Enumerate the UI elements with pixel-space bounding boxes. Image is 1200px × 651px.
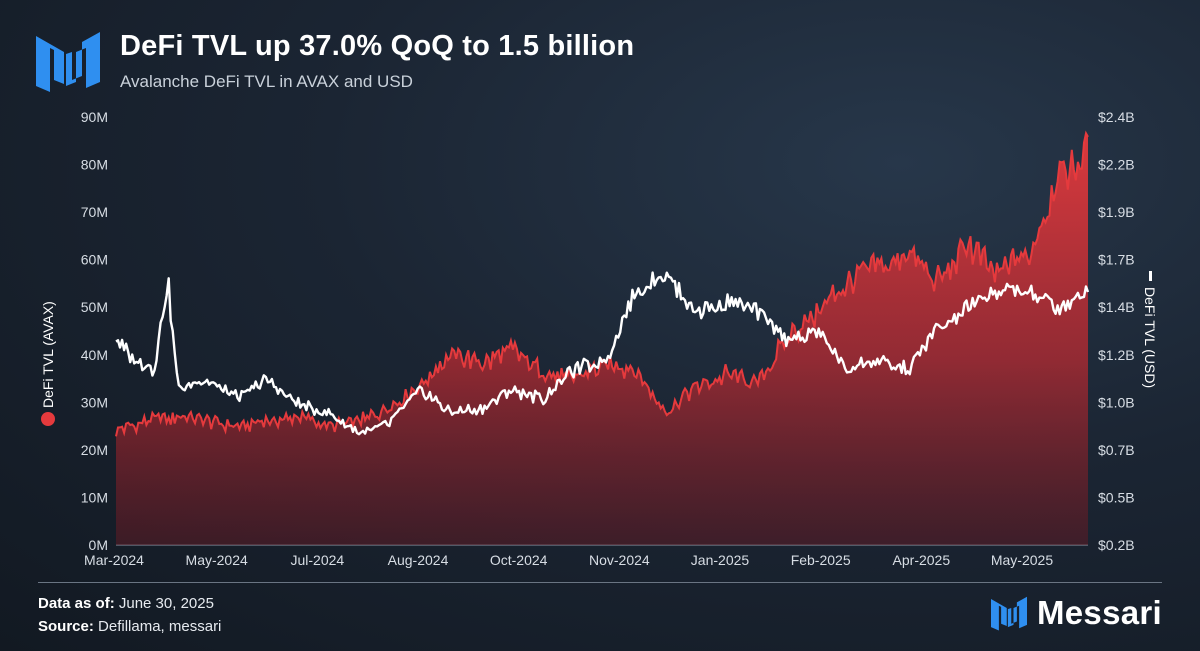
brand-name: Messari — [1036, 594, 1162, 631]
y-left-tick-label: 20M — [81, 442, 108, 458]
y-right-tick-label: $1.4B — [1098, 299, 1135, 315]
y-left-tick-label: 0M — [89, 537, 108, 553]
y-right-axis-label: DeFi TVL (USD) — [1142, 287, 1158, 388]
usd-tvl-line — [115, 271, 1090, 436]
y-right-tick-label: $0.5B — [1098, 489, 1135, 505]
y-left-tick-label: 90M — [81, 109, 108, 125]
x-tick-label: Nov-2024 — [589, 552, 650, 568]
source-line: Source: Defillama, messari — [38, 618, 221, 635]
usd-legend-swatch — [1149, 271, 1152, 281]
chart-subtitle: Avalanche DeFi TVL in AVAX and USD — [120, 72, 413, 91]
y-left-tick-label: 70M — [81, 204, 108, 220]
x-tick-label: Mar-2024 — [84, 552, 144, 568]
x-tick-label: May-2024 — [186, 552, 248, 568]
footer-divider — [38, 582, 1162, 583]
y-right-tick-label: $0.7B — [1098, 442, 1135, 458]
data-as-of-value: June 30, 2025 — [118, 595, 214, 612]
x-tick-label: Jan-2025 — [691, 552, 750, 568]
y-right-tick-label: $1.2B — [1098, 347, 1135, 363]
data-as-of-label: Data as of: — [38, 595, 115, 612]
avax-legend-swatch — [41, 412, 55, 426]
brand: Messari — [990, 594, 1162, 632]
y-right-tick-label: $1.9B — [1098, 204, 1135, 220]
messari-brand-icon — [990, 596, 1027, 631]
y-left-tick-label: 80M — [81, 157, 108, 173]
y-left-axis-title: DeFi TVL (AVAX) — [40, 301, 56, 426]
y-left-tick-label: 40M — [81, 347, 108, 363]
y-left-tick-label: 10M — [81, 489, 108, 505]
y-left-tick-label: 60M — [81, 252, 108, 268]
x-tick-label: Oct-2024 — [490, 552, 548, 568]
y-left-tick-label: 50M — [81, 299, 108, 315]
y-left-axis-label: DeFi TVL (AVAX) — [40, 301, 56, 408]
x-tick-label: Feb-2025 — [791, 552, 851, 568]
chart-title: DeFi TVL up 37.0% QoQ to 1.5 billion — [120, 30, 635, 62]
y-left-tick-label: 30M — [81, 394, 108, 410]
y-right-tick-label: $2.2B — [1098, 157, 1135, 173]
y-right-tick-label: $2.4B — [1098, 109, 1135, 125]
y-right-tick-label: $0.2B — [1098, 537, 1135, 553]
source-label: Source: — [38, 618, 94, 635]
x-tick-label: Jul-2024 — [290, 552, 344, 568]
messari-logo-icon — [36, 32, 100, 92]
x-tick-label: Aug-2024 — [388, 552, 449, 568]
data-as-of: Data as of: June 30, 2025 — [38, 595, 214, 612]
y-right-tick-label: $1.0B — [1098, 394, 1135, 410]
y-right-tick-label: $1.7B — [1098, 252, 1135, 268]
x-tick-label: May-2025 — [991, 552, 1053, 568]
source-value: Defillama, messari — [98, 618, 222, 635]
x-tick-label: Apr-2025 — [893, 552, 951, 568]
y-right-axis-title: DeFi TVL (USD) — [1142, 271, 1158, 388]
avax-tvl-area — [116, 133, 1088, 546]
